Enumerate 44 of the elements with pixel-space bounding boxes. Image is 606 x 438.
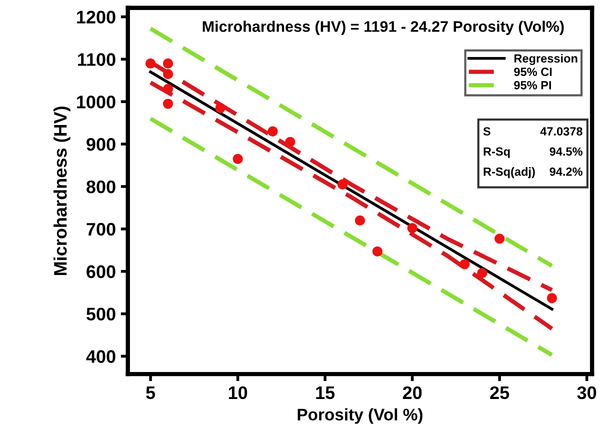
point bbox=[162, 84, 174, 94]
y-tick-label: 1100 bbox=[78, 53, 116, 66]
x-tick-label: 30 bbox=[577, 386, 596, 400]
annotation: 94.2% bbox=[550, 167, 582, 176]
point bbox=[268, 126, 278, 136]
legend-label: 95% PI bbox=[514, 81, 551, 90]
x-axis-title: Porosity (Vol %) bbox=[298, 408, 422, 424]
annotation: 94.5% bbox=[550, 147, 582, 156]
point bbox=[494, 234, 505, 244]
y-tick-label: 800 bbox=[86, 180, 116, 194]
point bbox=[285, 136, 296, 148]
x-tick-label: 25 bbox=[490, 386, 510, 400]
y-axis-title: Microhardness (HV) bbox=[54, 106, 70, 276]
x-tick-label: 5 bbox=[146, 386, 156, 400]
annotation: S bbox=[483, 127, 490, 136]
point bbox=[162, 98, 174, 109]
annotation: R-Sq(adj) bbox=[484, 167, 535, 178]
point bbox=[354, 215, 366, 226]
point bbox=[162, 58, 174, 69]
y-tick-label: 700 bbox=[86, 222, 116, 236]
point bbox=[546, 293, 558, 304]
text: Microhardness (HV) = 1191 - 24.27 Porosity (Vol%) bbox=[202, 20, 564, 35]
point bbox=[460, 259, 470, 270]
y-tick-label: 400 bbox=[86, 350, 116, 363]
point bbox=[477, 268, 488, 278]
annotation: R-Sq bbox=[484, 147, 510, 158]
x-tick-label: 15 bbox=[316, 386, 335, 400]
y-tick-label: 600 bbox=[86, 265, 116, 278]
point bbox=[162, 68, 174, 80]
legend-label: Regression bbox=[514, 54, 578, 65]
point bbox=[372, 246, 382, 257]
x-tick-label: 10 bbox=[228, 386, 248, 400]
legend-label: 95% CI bbox=[514, 68, 552, 76]
annotation: 47.0378 bbox=[540, 127, 582, 136]
x-tick-label: 20 bbox=[402, 386, 422, 400]
point bbox=[215, 102, 226, 114]
y-tick-label: 1000 bbox=[77, 96, 116, 108]
y-tick-label: 1200 bbox=[77, 10, 116, 24]
point bbox=[407, 223, 418, 234]
y-tick-label: 900 bbox=[86, 138, 116, 151]
y-tick-label: 500 bbox=[86, 308, 116, 321]
point bbox=[232, 154, 243, 164]
point bbox=[337, 179, 348, 190]
point bbox=[145, 58, 156, 69]
